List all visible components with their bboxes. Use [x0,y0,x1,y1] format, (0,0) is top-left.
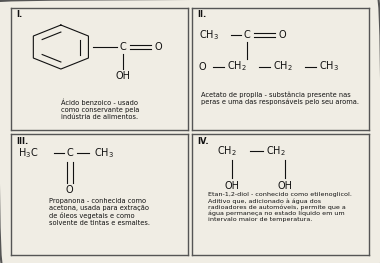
Text: CH$_2$: CH$_2$ [273,60,293,73]
Text: OH: OH [224,181,239,191]
Text: Acetato de propila - substância presente nas
peras e uma das responsáveis pelo s: Acetato de propila - substância presente… [201,91,359,105]
Text: O: O [199,62,207,72]
Text: CH$_2$: CH$_2$ [266,144,286,158]
Text: C: C [119,42,126,52]
Text: I.: I. [17,10,23,19]
Text: OH: OH [115,71,130,81]
Text: CH$_3$: CH$_3$ [95,146,114,160]
Text: Etan-1,2-diol - conhecido como etilenoglicol.
Aditivo que, adicionado à água dos: Etan-1,2-diol - conhecido como etilenogl… [208,192,352,222]
Text: CH$_2$: CH$_2$ [227,60,247,73]
Text: OH: OH [277,181,292,191]
Text: O: O [66,185,73,195]
Text: C: C [243,30,250,40]
Text: CH$_3$: CH$_3$ [319,60,339,73]
Text: III.: III. [17,136,29,145]
Text: O: O [278,30,286,40]
Text: II.: II. [197,10,206,19]
Text: CH$_2$: CH$_2$ [217,144,236,158]
Text: Propanona - conhecida como
acetona, usada para extração
de óleos vegetais e como: Propanona - conhecida como acetona, usad… [49,198,150,226]
Text: Ácido benzoico - usado
como conservante pela
indústria de alimentos.: Ácido benzoico - usado como conservante … [60,100,139,120]
Text: C: C [66,149,73,159]
Text: CH$_3$: CH$_3$ [199,28,219,42]
Text: H$_3$C: H$_3$C [19,146,39,160]
Text: IV.: IV. [197,136,209,145]
Text: O: O [154,42,162,52]
